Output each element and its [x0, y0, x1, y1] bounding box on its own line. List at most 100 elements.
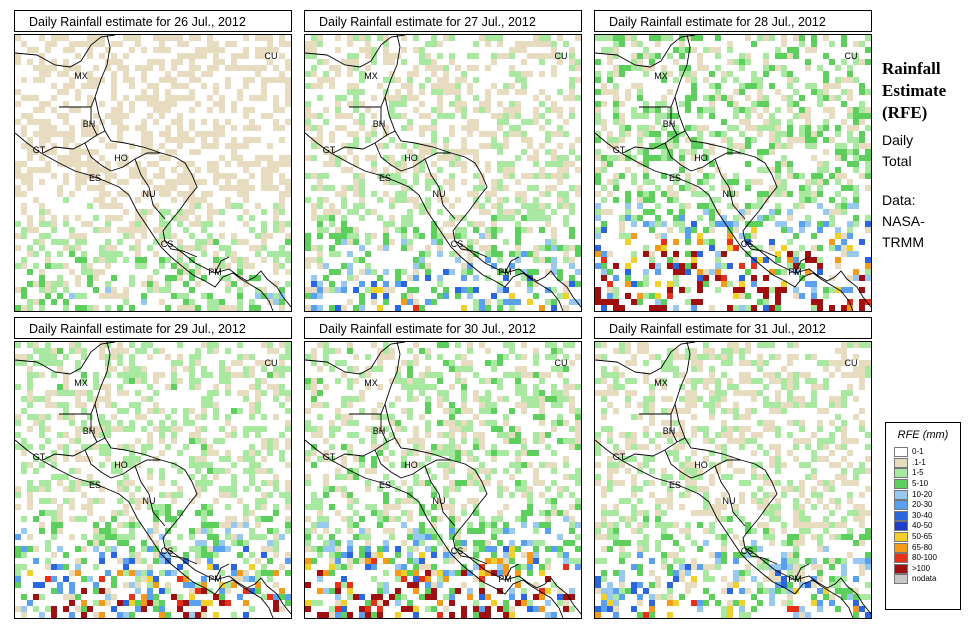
rainfall-cell — [673, 257, 679, 263]
rainfall-cell — [419, 149, 425, 155]
rainfall-cell — [527, 462, 533, 468]
rainfall-cell — [631, 53, 637, 59]
rainfall-cell — [443, 450, 449, 456]
rainfall-cell — [39, 420, 45, 426]
rainfall-cell — [75, 456, 81, 462]
rainfall-cell — [667, 89, 673, 95]
rainfall-cell — [407, 215, 413, 221]
rainfall-cell — [601, 119, 607, 125]
rainfall-cell — [437, 582, 443, 588]
country-label: CS — [161, 546, 174, 556]
rainfall-cell — [69, 131, 75, 137]
rainfall-cell — [697, 113, 703, 119]
rainfall-cell — [243, 522, 249, 528]
rainfall-cell — [317, 185, 323, 191]
rainfall-cell — [425, 384, 431, 390]
rainfall-cell — [431, 119, 437, 125]
rainfall-cell — [631, 107, 637, 113]
rainfall-cell — [189, 161, 195, 167]
rainfall-cell — [365, 53, 371, 59]
rainfall-cell — [153, 287, 159, 293]
rainfall-cell — [557, 53, 563, 59]
rainfall-cell — [515, 600, 521, 606]
rainfall-cell — [237, 299, 243, 305]
rainfall-cell — [51, 131, 57, 137]
rainfall-cell — [509, 215, 515, 221]
rainfall-cell — [147, 209, 153, 215]
rainfall-cell — [401, 239, 407, 245]
rainfall-cell — [117, 480, 123, 486]
rainfall-cell — [485, 161, 491, 167]
rainfall-cell — [461, 432, 467, 438]
rainfall-cell — [311, 426, 317, 432]
rainfall-cell — [51, 227, 57, 233]
rainfall-cell — [805, 354, 811, 360]
rainfall-cell — [467, 366, 473, 372]
rainfall-cell — [341, 600, 347, 606]
rainfall-cell — [449, 432, 455, 438]
rainfall-cell — [135, 486, 141, 492]
rainfall-cell — [99, 588, 105, 594]
rainfall-cell — [811, 354, 817, 360]
rainfall-cell — [365, 287, 371, 293]
rainfall-cell — [449, 438, 455, 444]
rainfall-cell — [811, 143, 817, 149]
rainfall-cell — [377, 402, 383, 408]
rainfall-cell — [569, 588, 575, 594]
rainfall-cell — [413, 173, 419, 179]
rainfall-cell — [123, 534, 129, 540]
rainfall-cell — [733, 305, 739, 311]
rainfall-cell — [63, 179, 69, 185]
rainfall-cell — [619, 65, 625, 71]
rainfall-cell — [557, 155, 563, 161]
country-borders — [622, 96, 810, 274]
rainfall-cell — [255, 95, 261, 101]
rainfall-cell — [533, 155, 539, 161]
rainfall-cell — [443, 197, 449, 203]
rainfall-cell — [255, 486, 261, 492]
rainfall-cell — [575, 245, 581, 251]
rainfall-cell — [159, 438, 165, 444]
rainfall-cell — [165, 227, 171, 233]
rainfall-cell — [117, 215, 123, 221]
rainfall-cell — [213, 522, 219, 528]
rainfall-cell — [763, 125, 769, 131]
rainfall-cell — [479, 396, 485, 402]
rainfall-cell — [383, 155, 389, 161]
rainfall-cell — [15, 245, 21, 251]
rainfall-cell — [135, 65, 141, 71]
rainfall-cell — [39, 281, 45, 287]
rainfall-cell — [69, 588, 75, 594]
rainfall-cell — [359, 299, 365, 305]
rainfall-cell — [335, 594, 341, 600]
rainfall-cell — [811, 35, 817, 41]
rainfall-cell — [503, 612, 509, 618]
rainfall-cell — [853, 59, 859, 65]
rainfall-cell — [443, 269, 449, 275]
rainfall-cell — [395, 305, 401, 311]
rainfall-cell — [255, 516, 261, 522]
rainfall-cell — [39, 348, 45, 354]
rainfall-cell — [613, 179, 619, 185]
rainfall-cell — [655, 354, 661, 360]
rainfall-cell — [273, 396, 279, 402]
rainfall-cell — [841, 251, 847, 257]
rainfall-cell — [479, 131, 485, 137]
rainfall-cell — [33, 227, 39, 233]
rainfall-cell — [353, 143, 359, 149]
rainfall-cell — [527, 498, 533, 504]
rainfall-cell — [407, 600, 413, 606]
rainfall-cell — [841, 77, 847, 83]
rainfall-cell — [195, 281, 201, 287]
rainfall-cell — [865, 125, 871, 131]
rainfall-cell — [105, 366, 111, 372]
rainfall-cell — [207, 215, 213, 221]
rainfall-cell — [575, 444, 581, 450]
rainfall-cell — [305, 534, 311, 540]
rainfall-cell — [613, 53, 619, 59]
rainfall-cell — [323, 474, 329, 480]
rainfall-cell — [195, 305, 201, 311]
rainfall-cell — [467, 588, 473, 594]
rainfall-cell — [317, 498, 323, 504]
rainfall-cell — [793, 263, 799, 269]
